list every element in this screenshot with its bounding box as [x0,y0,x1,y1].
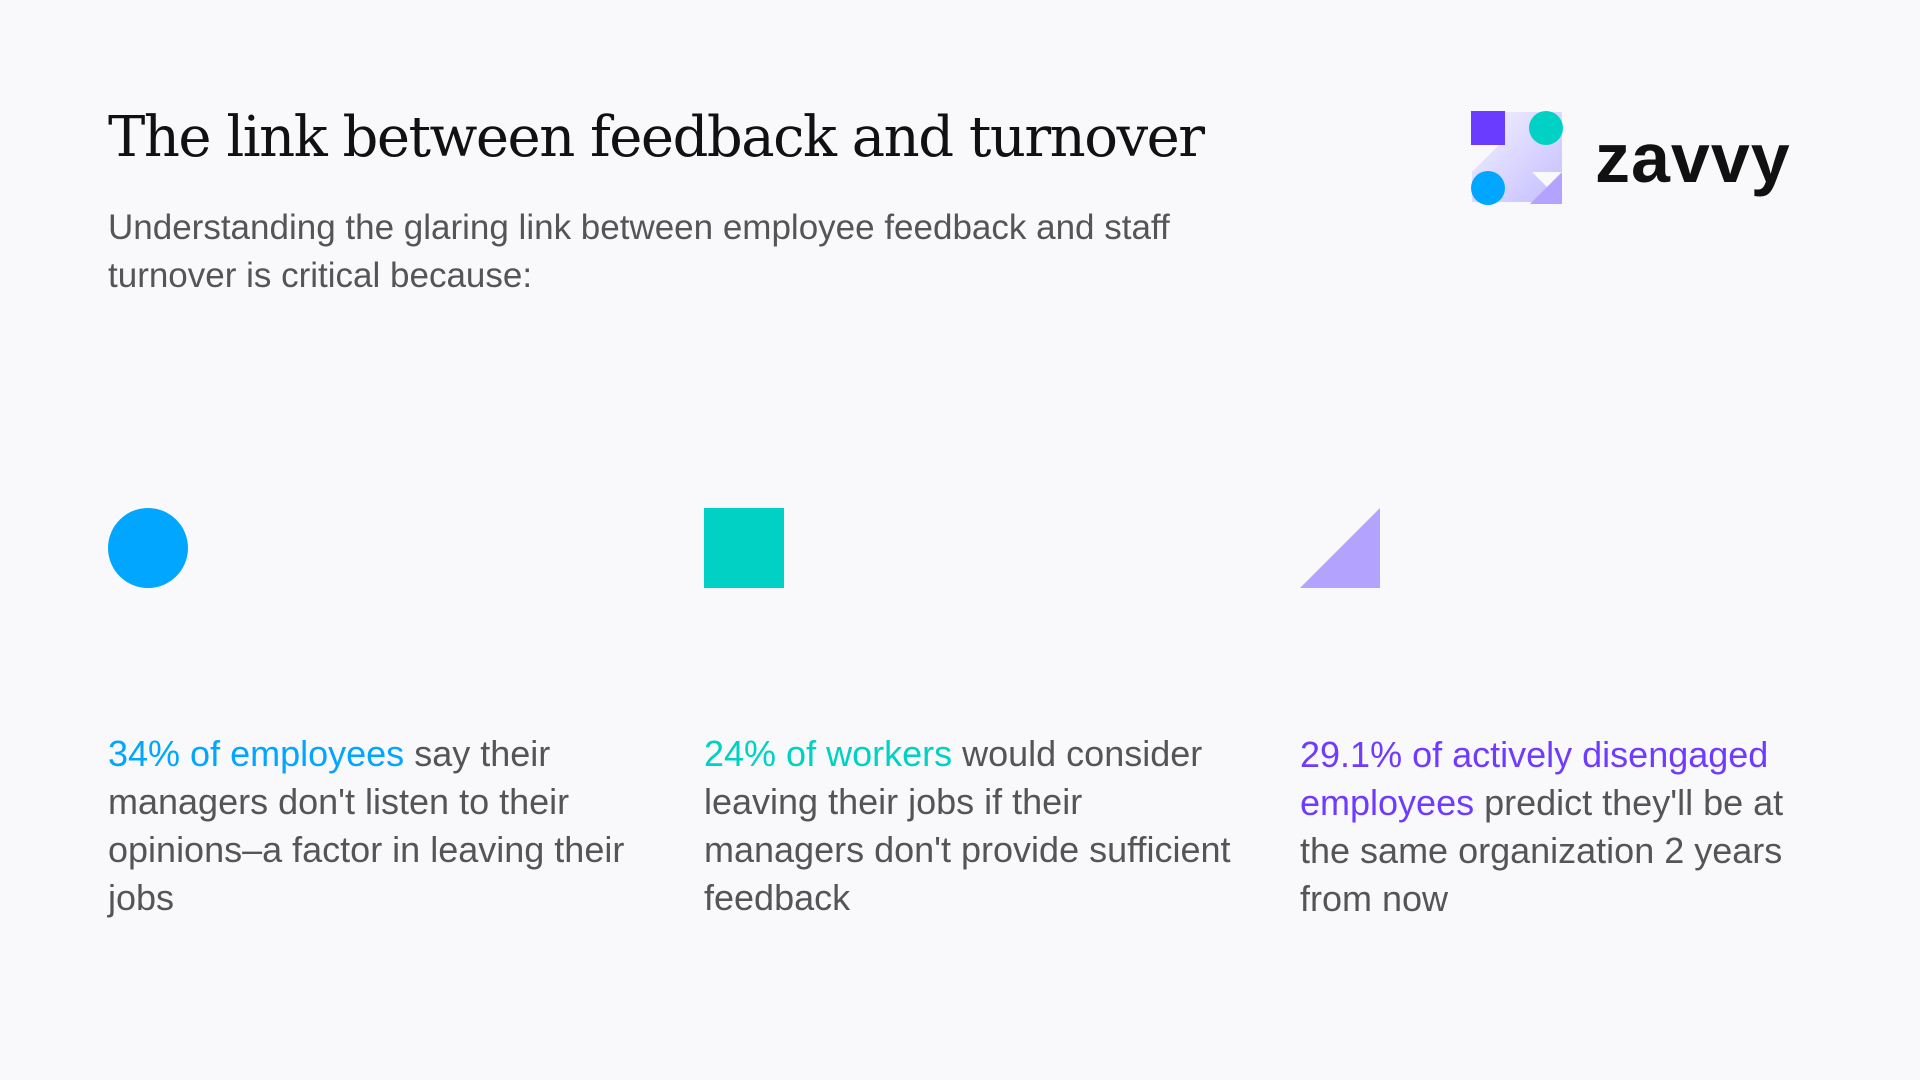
zavvy-logo-mark-icon [1471,111,1563,205]
circle-icon [108,508,188,588]
stat-card-disengaged: 29.1% of actively disengaged employees p… [1300,508,1800,923]
stat-highlight: 29.1% of actively disengaged employees [1300,734,1769,823]
logo-wordmark: zavvy [1595,119,1791,197]
stat-text: 24% of workers would consider leaving th… [704,730,1234,922]
page-title: The link between feedback and turnover [108,105,1205,170]
triangle-icon [1300,508,1380,588]
stat-highlight: 24% of workers [704,733,953,774]
stat-card-workers: 24% of workers would consider leaving th… [704,508,1234,922]
stat-card-employees: 34% of employees say their managers don'… [108,508,628,922]
stat-text: 34% of employees say their managers don'… [108,730,628,922]
square-icon [704,508,784,588]
stat-text: 29.1% of actively disengaged employees p… [1300,731,1800,923]
stat-body: say their managers don't listen to their… [108,733,625,918]
zavvy-logo: zavvy [1470,110,1800,206]
page-subtitle: Understanding the glaring link between e… [108,208,1170,295]
stat-body: would consider leaving their jobs if the… [704,733,1231,918]
stat-highlight: 34% of employees [108,733,405,774]
stat-body: predict they'll be at the same organizat… [1300,782,1784,919]
